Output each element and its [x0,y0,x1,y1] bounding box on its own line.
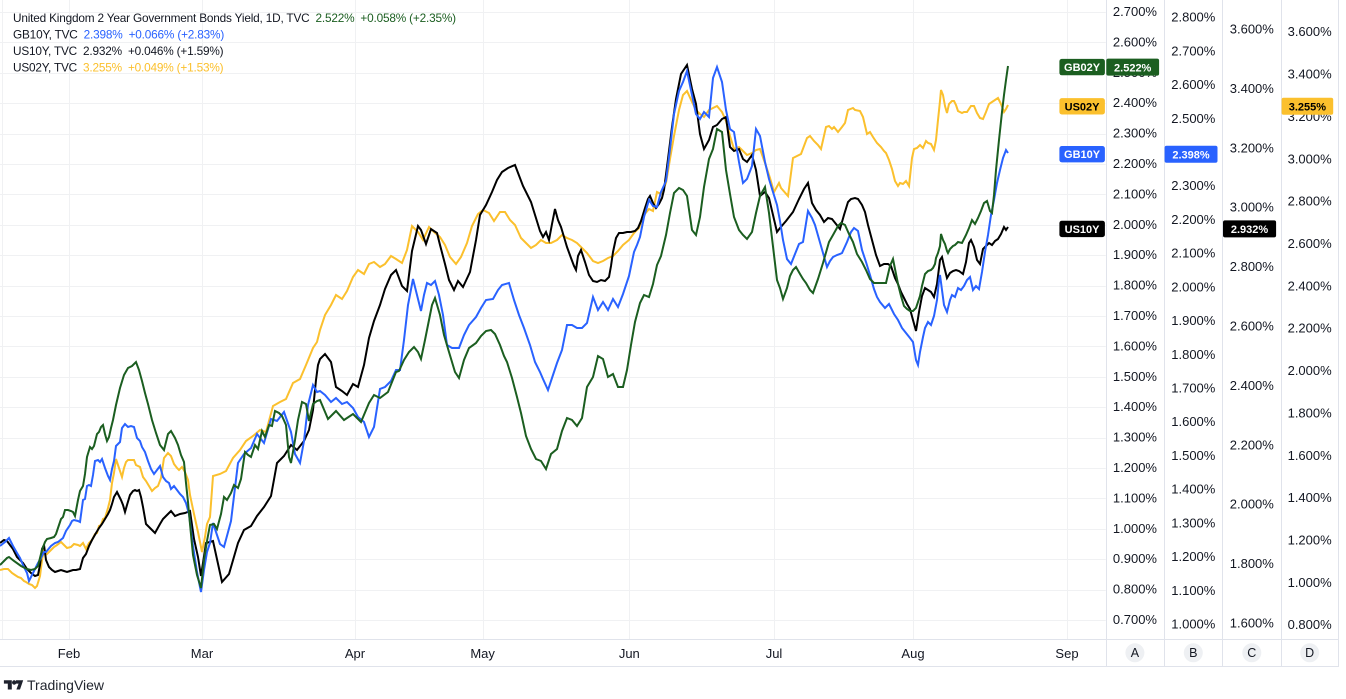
svg-text:2.300%: 2.300% [1171,178,1216,193]
svg-text:1.500%: 1.500% [1171,448,1216,463]
svg-text:1.600%: 1.600% [1230,615,1275,630]
svg-text:2.398%: 2.398% [1172,149,1210,161]
svg-text:2.400%: 2.400% [1113,95,1158,110]
svg-text:2.600%: 2.600% [1288,236,1333,251]
svg-text:2.000%: 2.000% [1230,497,1275,512]
svg-text:0.900%: 0.900% [1113,551,1158,566]
svg-text:B: B [1189,646,1197,660]
svg-text:1.800%: 1.800% [1171,347,1216,362]
svg-text:0.800%: 0.800% [1113,582,1158,597]
svg-text:3.400%: 3.400% [1288,67,1333,82]
svg-text:TradingView: TradingView [27,677,105,693]
svg-text:2.700%: 2.700% [1113,4,1158,19]
svg-text:3.000%: 3.000% [1230,200,1275,215]
svg-text:2.600%: 2.600% [1113,34,1158,49]
svg-text:3.400%: 3.400% [1230,81,1275,96]
svg-text:2.000%: 2.000% [1113,217,1158,232]
svg-text:1.300%: 1.300% [1113,430,1158,445]
svg-text:3.255%: 3.255% [1289,102,1327,114]
svg-text:2.600%: 2.600% [1171,77,1216,92]
svg-text:1.800%: 1.800% [1230,556,1275,571]
svg-text:2.400%: 2.400% [1288,278,1333,293]
svg-text:2.700%: 2.700% [1171,43,1216,58]
svg-text:1.600%: 1.600% [1171,414,1216,429]
svg-text:GB02Y: GB02Y [1064,62,1101,74]
svg-text:2.600%: 2.600% [1230,319,1275,334]
svg-text:2.800%: 2.800% [1230,259,1275,274]
svg-text:0.800%: 0.800% [1288,617,1333,632]
svg-text:2.932%: 2.932% [1231,224,1269,236]
svg-text:2.000%: 2.000% [1288,363,1333,378]
svg-text:1.200%: 1.200% [1113,460,1158,475]
svg-text:1.600%: 1.600% [1113,338,1158,353]
svg-text:GB10Y: GB10Y [1064,149,1101,161]
svg-text:1.200%: 1.200% [1288,533,1333,548]
svg-text:1.600%: 1.600% [1288,448,1333,463]
svg-text:2.200%: 2.200% [1288,321,1333,336]
svg-text:Sep: Sep [1055,646,1078,661]
svg-text:2.000%: 2.000% [1171,279,1216,294]
svg-text:2.522%: 2.522% [1114,62,1152,74]
svg-text:2.100%: 2.100% [1171,246,1216,261]
svg-text:2.100%: 2.100% [1113,186,1158,201]
svg-text:Feb: Feb [58,646,80,661]
svg-text:3.000%: 3.000% [1288,151,1333,166]
svg-text:1.700%: 1.700% [1171,381,1216,396]
svg-text:1.100%: 1.100% [1171,583,1216,598]
svg-text:D: D [1305,646,1314,660]
svg-text:2.200%: 2.200% [1230,437,1275,452]
svg-text:May: May [470,646,495,661]
svg-text:Mar: Mar [191,646,214,661]
svg-text:United Kingdom 2 Year Governme: United Kingdom 2 Year Government Bonds Y… [13,11,456,25]
svg-text:2.800%: 2.800% [1288,194,1333,209]
svg-text:0.700%: 0.700% [1113,612,1158,627]
svg-text:2.200%: 2.200% [1171,212,1216,227]
svg-text:2.300%: 2.300% [1113,126,1158,141]
svg-text:1.200%: 1.200% [1171,549,1216,564]
svg-text:1.900%: 1.900% [1113,247,1158,262]
svg-text:2.500%: 2.500% [1171,111,1216,126]
svg-text:1.700%: 1.700% [1113,308,1158,323]
svg-text:US10Y: US10Y [1065,224,1101,236]
svg-text:1.800%: 1.800% [1288,405,1333,420]
svg-text:1.400%: 1.400% [1288,490,1333,505]
svg-text:1.900%: 1.900% [1171,313,1216,328]
svg-text:Jun: Jun [619,646,640,661]
svg-text:3.200%: 3.200% [1230,140,1275,155]
svg-text:1.000%: 1.000% [1113,521,1158,536]
svg-text:1.400%: 1.400% [1171,482,1216,497]
svg-text:2.800%: 2.800% [1171,10,1216,25]
svg-text:3.600%: 3.600% [1288,24,1333,39]
svg-text:1.800%: 1.800% [1113,278,1158,293]
svg-text:1.100%: 1.100% [1113,490,1158,505]
svg-text:2.200%: 2.200% [1113,156,1158,171]
svg-text:A: A [1131,646,1140,660]
svg-text:1.500%: 1.500% [1113,369,1158,384]
svg-text:Apr: Apr [345,646,366,661]
svg-text:1.000%: 1.000% [1171,617,1216,632]
svg-text:2.400%: 2.400% [1230,378,1275,393]
svg-text:3.600%: 3.600% [1230,22,1275,37]
svg-text:US02Y: US02Y [1065,101,1101,113]
svg-text:Aug: Aug [901,646,924,661]
svg-text:1.300%: 1.300% [1171,515,1216,530]
svg-text:1.000%: 1.000% [1288,575,1333,590]
svg-text:1.400%: 1.400% [1113,399,1158,414]
svg-text:C: C [1247,646,1256,660]
svg-text:Jul: Jul [766,646,783,661]
